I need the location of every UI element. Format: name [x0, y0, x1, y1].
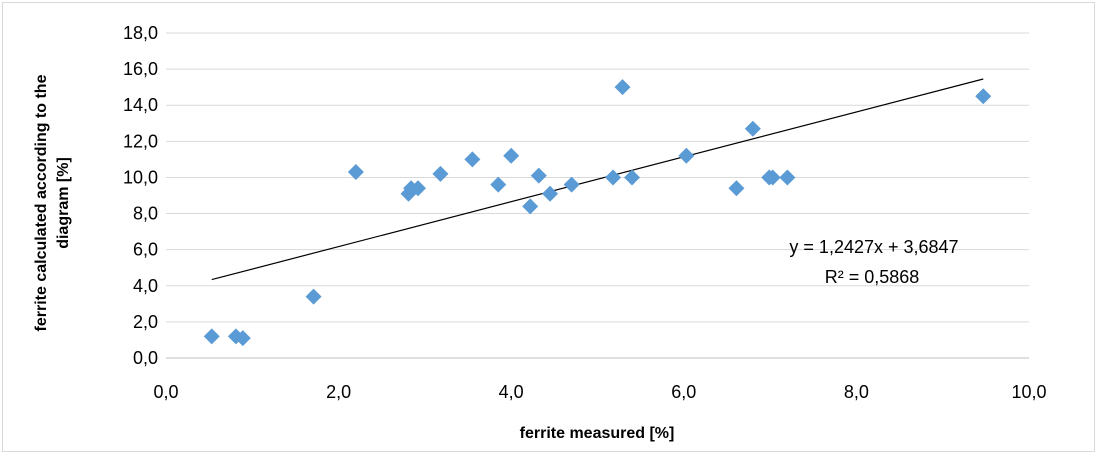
y-axis-title-line-1: ferrite calculated according to the: [33, 74, 50, 331]
data-point-diamond: [563, 176, 580, 193]
data-point-diamond: [432, 165, 449, 182]
x-tick-label: 6,0: [671, 382, 696, 402]
y-tick-label: 14,0: [123, 95, 158, 115]
data-point-diamond: [624, 169, 641, 186]
data-point-diamond: [234, 330, 251, 347]
data-point-diamond: [605, 169, 622, 186]
x-tick-label: 0,0: [153, 382, 178, 402]
data-point-diamond: [347, 164, 364, 181]
data-point-diamond: [614, 79, 631, 96]
y-tick-label: 8,0: [133, 204, 158, 224]
y-tick-label: 0,0: [133, 348, 158, 368]
y-tick-label: 18,0: [123, 23, 158, 43]
data-point-diamond: [530, 167, 547, 184]
x-tick-label: 8,0: [844, 382, 869, 402]
data-point-diamond: [728, 180, 745, 197]
data-point-diamond: [522, 198, 539, 215]
x-tick-label: 4,0: [499, 382, 524, 402]
gridlines: [166, 32, 1029, 359]
x-tick-label: 2,0: [326, 382, 351, 402]
data-point-diamond: [305, 288, 322, 305]
x-tick-label: 10,0: [1011, 382, 1046, 402]
y-tick-label: 12,0: [123, 131, 158, 151]
y-axis-title-line-2: diagram [%]: [55, 157, 72, 249]
y-tick-label: 2,0: [133, 312, 158, 332]
data-point-diamond: [490, 176, 507, 193]
y-tick-label: 10,0: [123, 167, 158, 187]
trendline-equation: y = 1,2427x + 3,6847: [789, 237, 958, 257]
y-tick-label: 6,0: [133, 240, 158, 260]
data-point-diamond: [678, 147, 695, 164]
y-tick-label: 16,0: [123, 59, 158, 79]
trendline: [211, 78, 984, 281]
y-tick-label: 4,0: [133, 276, 158, 296]
data-point-diamond: [409, 180, 426, 197]
data-point-diamond: [203, 328, 220, 345]
data-point-diamond: [542, 185, 559, 202]
data-point-diamond: [975, 88, 992, 105]
data-points: [203, 79, 992, 347]
x-axis-title: ferrite measured [%]: [520, 425, 675, 442]
x-tick-labels: 0,0 2,0 4,0 6,0 8,0 10,0: [153, 382, 1046, 402]
data-point-diamond: [464, 151, 481, 168]
data-point-diamond: [764, 169, 781, 186]
data-point-diamond: [779, 169, 796, 186]
r-squared-label: R² = 0,5868: [825, 267, 920, 287]
y-tick-labels: 0,0 2,0 4,0 6,0 8,0 10,0 12,0 14,0 16,0 18,0: [123, 23, 158, 368]
data-point-diamond: [744, 120, 761, 137]
data-point-diamond: [503, 147, 520, 164]
